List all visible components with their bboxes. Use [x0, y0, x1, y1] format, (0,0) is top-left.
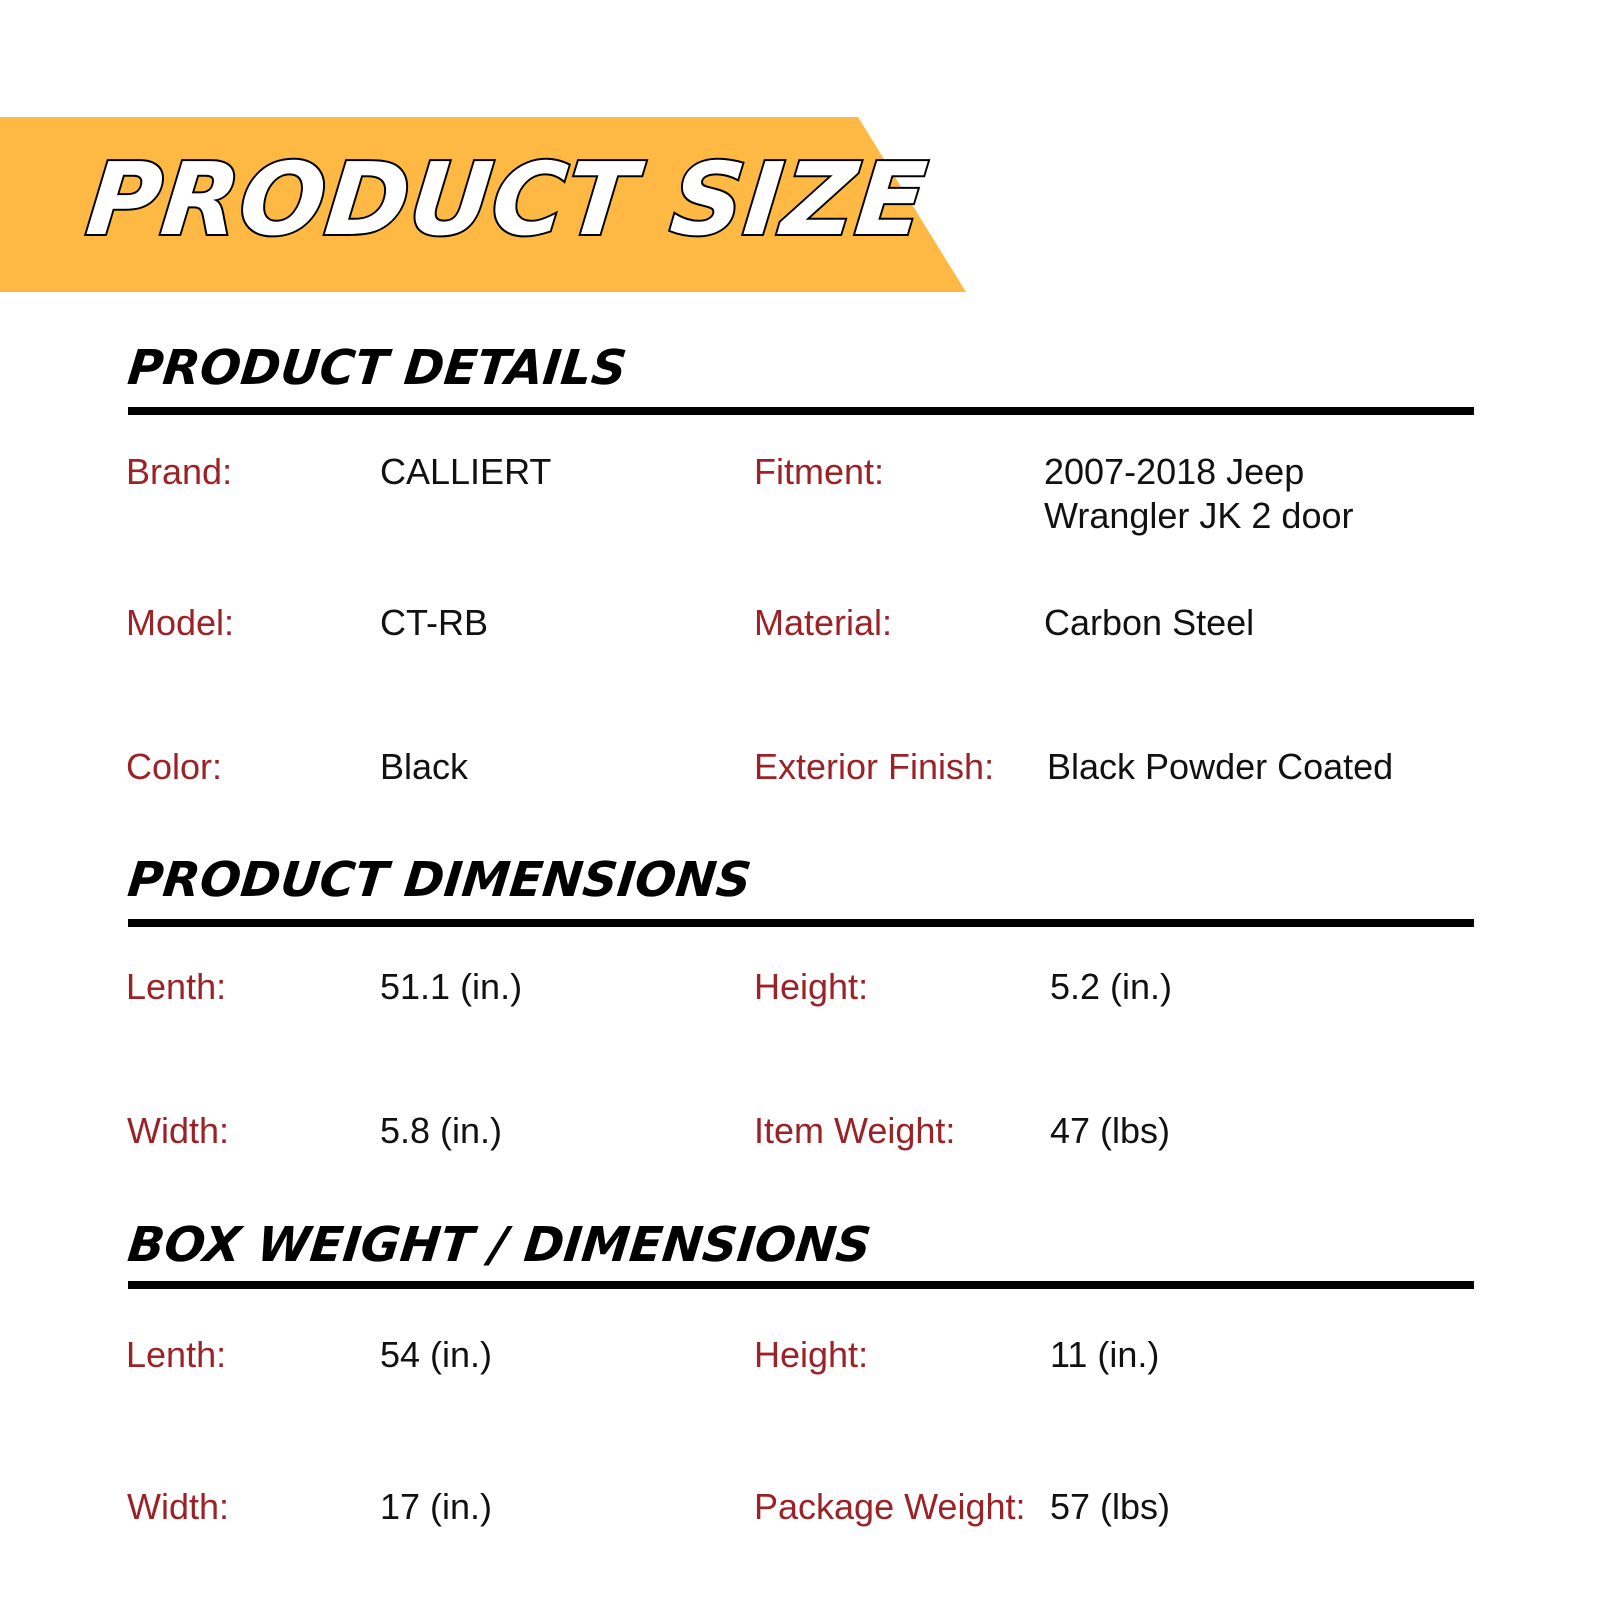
fitment-value-line2: Wrangler JK 2 door: [1044, 495, 1354, 536]
length-value: 51.1 (in.): [380, 966, 523, 1007]
item-weight-value: 47 (lbs): [1050, 1110, 1171, 1151]
material-value: Carbon Steel: [1044, 602, 1255, 643]
color-value: Black: [380, 746, 469, 787]
material-label: Material:: [754, 602, 893, 643]
length-label: Lenth:: [126, 966, 227, 1007]
divider: [128, 1281, 1474, 1289]
box-length-value: 54 (in.): [380, 1334, 493, 1375]
box-height-value: 11 (in.): [1050, 1334, 1160, 1375]
fitment-value: 2007-2018 Jeep: [1044, 451, 1305, 492]
model-value: CT-RB: [380, 602, 488, 643]
divider: [128, 919, 1474, 927]
brand-label: Brand:: [126, 451, 233, 492]
title-banner: [0, 117, 966, 292]
exterior-finish-value: Black Powder Coated: [1047, 746, 1394, 787]
model-label: Model:: [126, 602, 235, 643]
fitment-label: Fitment:: [754, 451, 885, 492]
box-width-value: 17 (in.): [380, 1486, 493, 1527]
package-weight-label: Package Weight:: [754, 1486, 1026, 1527]
height-label: Height:: [754, 966, 869, 1007]
box-width-label: Width:: [127, 1486, 230, 1527]
divider: [128, 407, 1474, 415]
section-heading-box-weight-dimensions: BOX WEIGHT / DIMENSIONS: [125, 1217, 874, 1273]
page-title: PRODUCT SIZE: [80, 139, 934, 260]
section-heading-product-dimensions: PRODUCT DIMENSIONS: [125, 852, 754, 908]
box-length-label: Lenth:: [126, 1334, 227, 1375]
item-weight-label: Item Weight:: [754, 1110, 956, 1151]
width-value: 5.8 (in.): [380, 1110, 503, 1151]
package-weight-value: 57 (lbs): [1050, 1486, 1171, 1527]
exterior-finish-label: Exterior Finish:: [754, 746, 995, 787]
width-label: Width:: [127, 1110, 230, 1151]
box-height-label: Height:: [754, 1334, 869, 1375]
color-label: Color:: [126, 746, 223, 787]
brand-value: CALLIERT: [380, 451, 552, 492]
section-heading-product-details: PRODUCT DETAILS: [125, 340, 630, 396]
height-value: 5.2 (in.): [1050, 966, 1173, 1007]
